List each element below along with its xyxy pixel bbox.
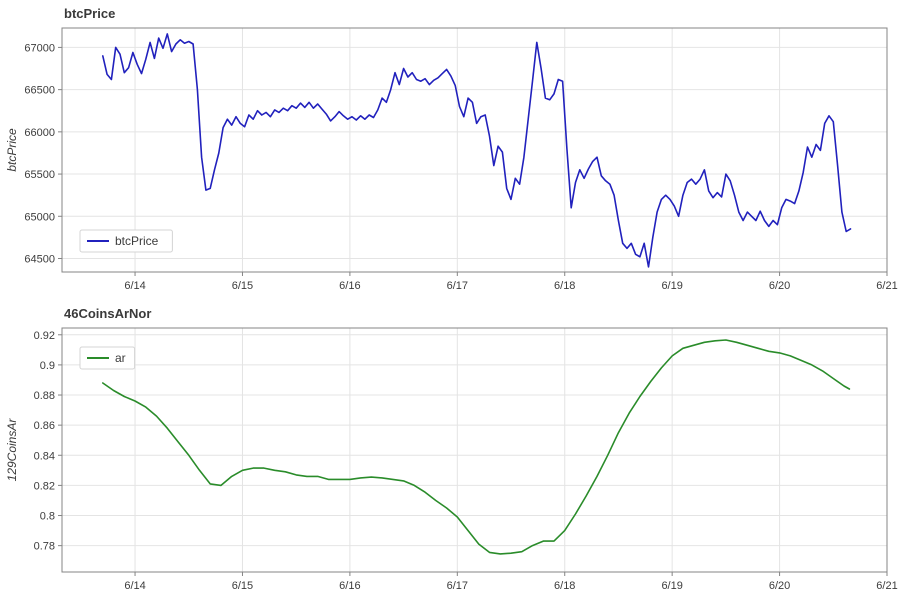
x-tick-label: 6/15 — [232, 580, 253, 592]
y-tick-label: 0.84 — [34, 450, 55, 462]
x-tick-label: 6/20 — [769, 280, 790, 292]
x-tick-label: 6/18 — [554, 580, 575, 592]
coins-ar-chart-title: 46CoinsArNor — [64, 306, 152, 321]
plot-background — [62, 28, 887, 272]
y-tick-label: 66000 — [24, 127, 55, 139]
legend-label: btcPrice — [115, 234, 159, 248]
x-tick-label: 6/17 — [447, 580, 468, 592]
y-tick-label: 0.9 — [40, 360, 55, 372]
x-tick-label: 6/16 — [339, 580, 360, 592]
y-tick-label: 0.78 — [34, 541, 55, 553]
y-tick-label: 0.82 — [34, 480, 55, 492]
plot-background — [62, 328, 887, 572]
y-tick-label: 65500 — [24, 169, 55, 181]
btc-price-y-axis-label: btcPrice — [5, 128, 19, 172]
y-tick-label: 65000 — [24, 211, 55, 223]
x-tick-label: 6/20 — [769, 580, 790, 592]
plot-border — [61, 27, 888, 273]
x-tick-label: 6/17 — [447, 280, 468, 292]
x-tick-label: 6/18 — [554, 280, 575, 292]
x-tick-label: 6/21 — [876, 580, 897, 592]
y-tick-label: 66500 — [24, 85, 55, 97]
legend: btcPrice — [79, 229, 173, 253]
x-tick-label: 6/14 — [124, 280, 145, 292]
coins-ar-plot: 0.78 0.8 0.82 0.84 0.86 0.88 0.9 0.92 6/14 6/15 6/… — [34, 327, 898, 592]
legend-label: ar — [115, 351, 126, 365]
btc-price-plot: 64500 65000 65500 66000 66500 67000 6/14 6/15 6/… — [24, 27, 898, 292]
x-tick-label: 6/19 — [661, 580, 682, 592]
y-tick-label: 67000 — [24, 42, 55, 54]
btc-price-chart-title: btcPrice — [64, 6, 116, 21]
x-tick-label: 6/21 — [876, 280, 897, 292]
coins-ar-y-axis-label: 129CoinsAr — [5, 418, 19, 482]
legend: ar — [79, 346, 136, 370]
y-tick-label: 0.86 — [34, 420, 55, 432]
coins-ar-chart: 0.78 0.8 0.82 0.84 0.86 0.88 0.9 0.92 6/14 6/15 6/… — [0, 300, 900, 600]
y-tick-label: 0.92 — [34, 330, 55, 342]
x-tick-label: 6/16 — [339, 280, 360, 292]
plot-border — [61, 327, 888, 573]
btc-price-chart: 64500 65000 65500 66000 66500 67000 6/14 6/15 6/… — [5, 6, 898, 292]
series-line — [102, 33, 852, 268]
legend-box — [79, 229, 173, 253]
y-tick-label: 0.8 — [40, 511, 55, 523]
y-tick-label: 64500 — [24, 253, 55, 265]
series-line — [102, 339, 851, 555]
x-tick-label: 6/15 — [232, 280, 253, 292]
x-tick-label: 6/14 — [124, 580, 145, 592]
y-tick-label: 0.88 — [34, 390, 55, 402]
x-tick-label: 6/19 — [661, 280, 682, 292]
